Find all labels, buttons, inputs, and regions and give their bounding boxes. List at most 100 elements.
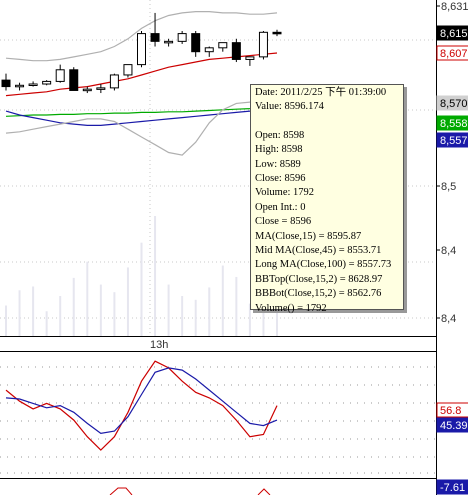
- bottom-tag-bg: [436, 479, 468, 495]
- volume-bar: [248, 303, 251, 336]
- tooltip-line: Value: 8596.174: [255, 101, 324, 113]
- candle-body: [164, 40, 174, 44]
- oscillator-tag: 56.8: [436, 402, 468, 418]
- indicator-line: [5, 106, 278, 127]
- volume-bar: [32, 286, 35, 336]
- volume-bar: [99, 284, 102, 336]
- price-tag-bg: [436, 115, 468, 131]
- candle-body: [1, 79, 11, 88]
- candle-body: [150, 33, 160, 42]
- candle: [191, 31, 201, 57]
- volume-bar: [72, 277, 75, 336]
- candle: [231, 38, 241, 63]
- candle-body: [272, 31, 282, 35]
- candle-body: [204, 47, 214, 53]
- oscillator-line: [5, 360, 278, 451]
- candle-body: [96, 87, 106, 90]
- candle: [42, 80, 52, 86]
- tooltip-line: BBBot(Close,15,2) = 8562.76: [255, 288, 382, 300]
- price-tag: 8,615: [436, 25, 468, 41]
- oscillator-panel: [0, 360, 436, 479]
- price-axis: 8,631 8,5 8,4 8,4 8,615 8,607 8,570 8,558 8,557 5…: [436, 0, 468, 495]
- price-tag-text: 8,607: [440, 48, 468, 60]
- price-tag-bg: [436, 45, 468, 61]
- volume-bar: [235, 276, 238, 336]
- volume-bar: [221, 265, 224, 336]
- time-axis-label: 13h: [150, 339, 168, 351]
- candle: [55, 64, 65, 83]
- oscillator-tag-text: 56.8: [440, 405, 461, 417]
- price-tag-bg: [436, 132, 468, 148]
- volume-bar: [18, 290, 21, 336]
- price-tag: 8,557: [436, 132, 468, 148]
- candle: [82, 86, 92, 94]
- price-tag: 8,607: [436, 45, 468, 61]
- candle-body: [69, 69, 79, 91]
- candle: [177, 31, 187, 44]
- candle: [28, 81, 38, 87]
- data-tooltip: Date: 2011/2/25 下午 01:39:00 Value: 8596.1…: [250, 84, 404, 314]
- candle: [164, 38, 174, 47]
- tooltip-line: Close: 8596: [255, 173, 306, 185]
- axis-tick-label: 8,631: [441, 1, 468, 13]
- axis-tick-label: 8,4: [441, 245, 456, 257]
- candle: [204, 46, 214, 57]
- candle-body: [245, 56, 255, 60]
- volume-bar: [208, 287, 211, 336]
- candle-body: [218, 42, 228, 49]
- volume-bar: [262, 292, 265, 336]
- price-tag-text: 8,570: [440, 98, 468, 110]
- price-tag-bg: [436, 95, 468, 111]
- candle-body: [15, 84, 25, 88]
- candle-body: [258, 31, 268, 58]
- tooltip-spacer: [255, 115, 399, 129]
- price-tag-text: 8,615: [440, 28, 468, 40]
- candle: [258, 31, 268, 60]
- candle-body: [82, 88, 92, 92]
- candle-body: [177, 33, 187, 42]
- volume-bar: [86, 261, 89, 336]
- price-tag: 8,558: [436, 115, 468, 131]
- indicator-line: [5, 52, 278, 97]
- oscillator-tag-text: 45.39: [440, 420, 468, 432]
- tooltip-line: Volume: 1792: [255, 187, 315, 199]
- candle: [218, 42, 228, 52]
- tooltip-line: Open Int.: 0: [255, 201, 306, 213]
- tooltip-line: Close = 8596: [255, 216, 312, 228]
- candle-body: [42, 80, 52, 85]
- oscillator-tag: 45.39: [436, 417, 468, 433]
- candle: [245, 56, 255, 66]
- price-panel: 13h: [0, 0, 436, 352]
- volume-bar: [113, 292, 116, 336]
- tooltip-line: Volume() = 1792: [255, 302, 327, 314]
- candle-body: [28, 83, 38, 86]
- volume-bar: [167, 284, 170, 336]
- candle-body: [123, 64, 133, 76]
- oscillator-tag-bg: [436, 417, 468, 433]
- candle-body: [109, 74, 119, 89]
- tooltip-line: Long MA(Close,100) = 8557.73: [255, 259, 392, 271]
- volume-bar: [5, 305, 7, 336]
- tooltip-line: MA(Close,15) = 8595.87: [255, 230, 362, 242]
- price-tag-text: 8,557: [440, 135, 468, 147]
- candle: [123, 64, 133, 78]
- candle: [137, 31, 146, 68]
- volume-bar: [45, 311, 48, 336]
- candle: [109, 73, 119, 91]
- volume-bar: [59, 296, 62, 336]
- oscillator-tag-bg: [436, 402, 468, 418]
- candle: [96, 84, 106, 94]
- candle: [15, 82, 25, 91]
- axis-tick-label: 8,5: [441, 181, 456, 193]
- bottom-indicator-line: [257, 488, 271, 495]
- indicator-line: [5, 105, 278, 117]
- volume-bar: [126, 267, 129, 336]
- candle-body: [137, 33, 146, 66]
- candle-body: [231, 42, 241, 60]
- volume-bar: [181, 296, 184, 336]
- volume-bar: [154, 216, 157, 336]
- axis-tick-label: 8,4: [441, 313, 456, 325]
- tooltip-line: BBTop(Close,15,2) = 8628.97: [255, 273, 383, 285]
- price-tag: 8,570: [436, 95, 468, 111]
- candle: [150, 12, 160, 47]
